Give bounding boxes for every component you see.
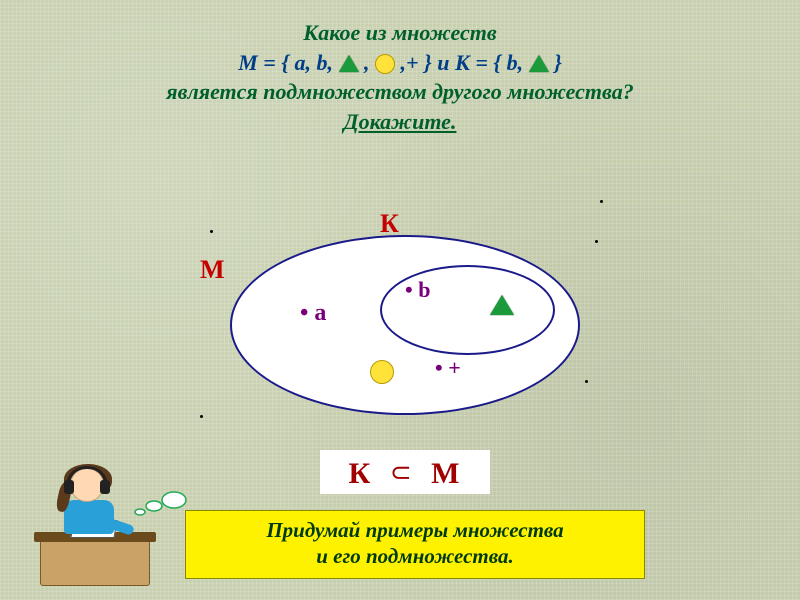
title-line1: Какое из множеств [0,18,800,48]
label-k: К [380,209,399,239]
decor-dot [200,415,203,418]
circle-icon [375,54,395,74]
label-m: М [200,255,225,285]
comma1: , [364,50,375,75]
relation-right: М [431,457,461,490]
desk-shape [40,540,150,586]
task-line2: и его подмножества. [196,543,634,569]
prove-label: Докажите. [0,107,800,137]
student-illustration [10,460,160,590]
title-line3: является подмножеством другого множества… [0,77,800,107]
element-plus: • + [435,355,461,381]
element-circle-icon [370,360,394,384]
speech-bubble-icon [128,490,188,520]
earcup-shape [64,480,74,494]
element-a: • a [300,300,326,327]
set-m-prefix: М = { a, b, [238,50,338,75]
decor-dot [210,230,213,233]
title-line2: М = { a, b, , ,+ } и К = { b, } [0,48,800,78]
slide-content: Какое из множеств М = { a, b, , ,+ } и К… [0,0,800,600]
set-k-suffix: } [554,50,562,75]
triangle-icon [529,55,549,72]
subset-relation: К ⊂ М [320,450,490,494]
triangle-icon [339,55,359,72]
set-mid: ,+ } и К = { b, [401,50,529,75]
question-title: Какое из множеств М = { a, b, , ,+ } и К… [0,18,800,137]
element-b: • b [405,277,430,303]
task-line1: Придумай примеры множества [196,517,634,543]
decor-dot [585,380,588,383]
decor-dot [595,240,598,243]
subset-symbol-icon: ⊂ [382,457,422,487]
relation-left: К [349,457,373,490]
earcup-shape [100,480,110,494]
task-prompt: Придумай примеры множества и его подмнож… [185,510,645,579]
torso-shape [64,500,114,534]
decor-dot [600,200,603,203]
venn-diagram: М К • a • b • + [230,225,590,425]
element-triangle-icon [490,295,514,315]
